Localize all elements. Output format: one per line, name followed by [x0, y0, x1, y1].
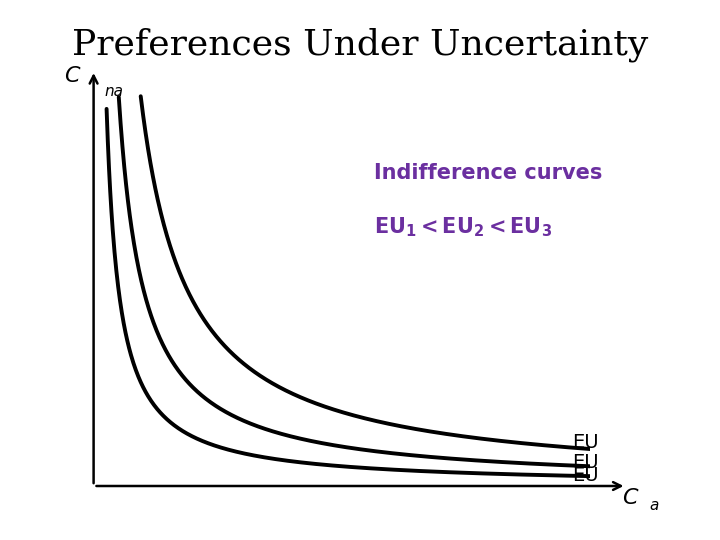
- Text: a: a: [649, 498, 659, 513]
- Text: 1: 1: [0, 539, 1, 540]
- Text: EU: EU: [572, 433, 598, 452]
- Text: EU: EU: [572, 466, 598, 485]
- Text: 2: 2: [0, 539, 1, 540]
- Text: EU: EU: [572, 453, 598, 472]
- Text: C: C: [64, 65, 80, 86]
- Text: 3: 3: [0, 539, 1, 540]
- Text: Preferences Under Uncertainty: Preferences Under Uncertainty: [72, 27, 648, 62]
- Text: na: na: [104, 84, 123, 99]
- Text: Indifference curves: Indifference curves: [374, 163, 603, 183]
- Text: $\mathregular{EU_1 < EU_2 < EU_3}$: $\mathregular{EU_1 < EU_2 < EU_3}$: [374, 215, 552, 239]
- Text: C: C: [622, 488, 638, 508]
